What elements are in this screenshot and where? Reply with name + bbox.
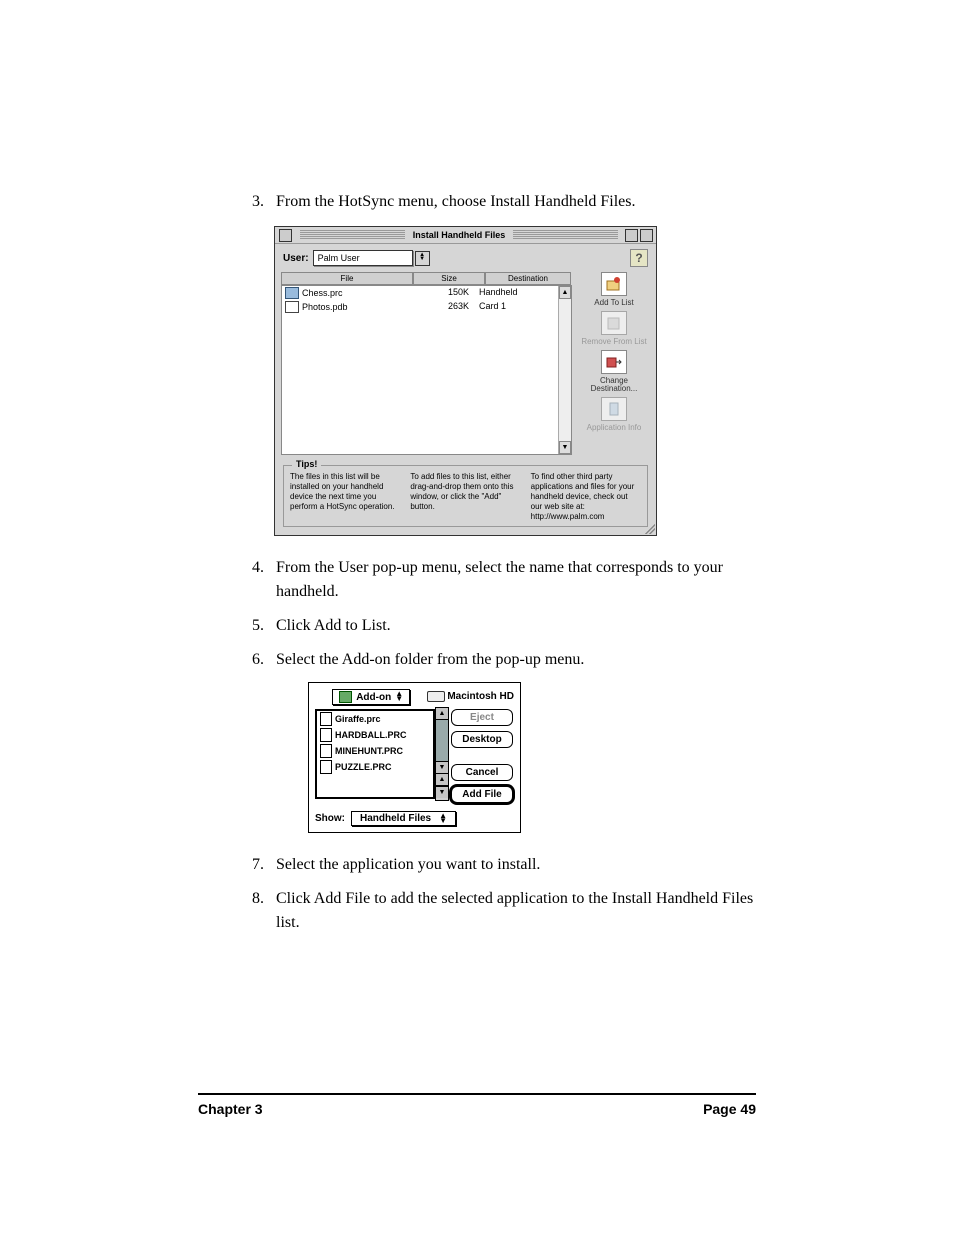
tip-text: The files in this list will be installed…: [290, 472, 400, 522]
window-title: Install Handheld Files: [409, 230, 510, 240]
step-text: From the HotSync menu, choose Install Ha…: [276, 190, 756, 214]
step-text: Select the application you want to insta…: [276, 853, 756, 877]
step-number: 3.: [252, 190, 276, 214]
step-text: Select the Add-on folder from the pop-up…: [276, 648, 756, 672]
popup-arrows-icon: ▲▼: [395, 692, 403, 702]
titlebar-texture: [300, 230, 405, 240]
tips-legend: Tips!: [292, 459, 321, 469]
table-row[interactable]: Photos.pdb 263K Card 1: [282, 300, 558, 314]
app-file-icon: [285, 287, 299, 299]
application-info-button: Application Info: [587, 424, 642, 433]
folder-icon: [339, 691, 352, 703]
file-icon: [320, 744, 332, 758]
step-number: 7.: [252, 853, 276, 877]
show-filter-popup[interactable]: Handheld Files ▲▼: [351, 811, 456, 826]
column-header-size[interactable]: Size: [413, 272, 485, 285]
file-name: Photos.pdb: [302, 302, 348, 312]
popup-arrows-icon: ▲▼: [439, 814, 447, 824]
footer-chapter: Chapter 3: [198, 1101, 263, 1117]
scroll-down-icon[interactable]: ▼: [436, 786, 448, 798]
file-icon: [320, 760, 332, 774]
list-item[interactable]: MINEHUNT.PRC: [317, 743, 433, 759]
file-icon: [320, 712, 332, 726]
step-number: 8.: [252, 887, 276, 935]
doc-file-icon: [285, 301, 299, 313]
file-chooser-dialog: Add-on ▲▼ Macintosh HD Giraffe.prc HARDB…: [308, 682, 521, 833]
cancel-button[interactable]: Cancel: [451, 764, 513, 781]
user-select[interactable]: Palm User: [313, 250, 413, 266]
user-label: User:: [283, 253, 309, 264]
list-item[interactable]: Giraffe.prc: [317, 711, 433, 727]
desktop-button[interactable]: Desktop: [451, 731, 513, 748]
window-close-icon[interactable]: [279, 229, 292, 242]
column-header-destination[interactable]: Destination: [485, 272, 571, 285]
file-chooser-list[interactable]: Giraffe.prc HARDBALL.PRC MINEHUNT.PRC PU…: [315, 709, 435, 799]
column-header-file[interactable]: File: [281, 272, 413, 285]
step-number: 4.: [252, 556, 276, 604]
scroll-up-icon[interactable]: ▲: [436, 708, 448, 720]
scroll-down-icon[interactable]: ▼: [559, 441, 571, 454]
file-size: 263K: [399, 301, 479, 313]
folder-popup-value: Add-on: [356, 692, 391, 703]
folder-popup[interactable]: Add-on ▲▼: [332, 689, 410, 705]
install-handheld-files-dialog: Install Handheld Files User: Palm User ▲…: [274, 226, 657, 536]
eject-button: Eject: [451, 709, 513, 726]
step-text: Click Add File to add the selected appli…: [276, 887, 756, 935]
help-button[interactable]: ?: [630, 249, 648, 267]
scroll-down-icon[interactable]: ▼: [436, 761, 448, 773]
show-filter-value: Handheld Files: [360, 813, 431, 824]
application-info-icon: [601, 397, 627, 421]
list-item[interactable]: HARDBALL.PRC: [317, 727, 433, 743]
file-icon: [320, 728, 332, 742]
window-collapse-icon[interactable]: [640, 229, 653, 242]
tip-text: To find other third party applications a…: [531, 472, 641, 522]
scroll-up-icon[interactable]: ▲: [559, 286, 571, 299]
file-list[interactable]: Chess.prc 150K Handheld Photos.pdb: [281, 285, 572, 455]
user-select-value: Palm User: [318, 253, 360, 263]
step-number: 6.: [252, 648, 276, 672]
change-destination-icon[interactable]: [601, 350, 627, 374]
show-label: Show:: [315, 813, 345, 824]
step-number: 5.: [252, 614, 276, 638]
footer-page: Page 49: [703, 1101, 756, 1117]
table-row[interactable]: Chess.prc 150K Handheld: [282, 286, 558, 300]
add-to-list-icon[interactable]: [601, 272, 627, 296]
resize-handle-icon[interactable]: [645, 524, 655, 534]
harddrive-icon: [427, 691, 445, 702]
add-to-list-button[interactable]: Add To List: [594, 299, 633, 308]
file-name: Chess.prc: [302, 288, 343, 298]
remove-from-list-button: Remove From List: [581, 338, 646, 347]
file-destination: Card 1: [479, 301, 555, 313]
scroll-up-icon[interactable]: ▲: [436, 774, 448, 786]
file-destination: Handheld: [479, 287, 555, 299]
remove-from-list-icon: [601, 311, 627, 335]
titlebar-texture: [513, 230, 618, 240]
volume-label: Macintosh HD: [427, 691, 514, 702]
tip-text: To add files to this list, either drag-a…: [410, 472, 520, 522]
window-zoom-icon[interactable]: [625, 229, 638, 242]
scroll-track[interactable]: [559, 299, 571, 441]
add-file-button[interactable]: Add File: [451, 786, 513, 803]
scroll-track[interactable]: [436, 720, 448, 761]
step-text: From the User pop-up menu, select the na…: [276, 556, 756, 604]
scrollbar[interactable]: ▲ ▼ ▲ ▼: [435, 707, 449, 801]
tips-box: Tips! The files in this list will be ins…: [283, 465, 648, 527]
user-select-arrow-icon[interactable]: ▲▼: [415, 251, 430, 266]
change-destination-button[interactable]: Change Destination...: [578, 377, 650, 395]
file-size: 150K: [399, 287, 479, 299]
step-text: Click Add to List.: [276, 614, 756, 638]
list-item[interactable]: PUZZLE.PRC: [317, 759, 433, 775]
scrollbar[interactable]: ▲ ▼: [558, 286, 571, 454]
